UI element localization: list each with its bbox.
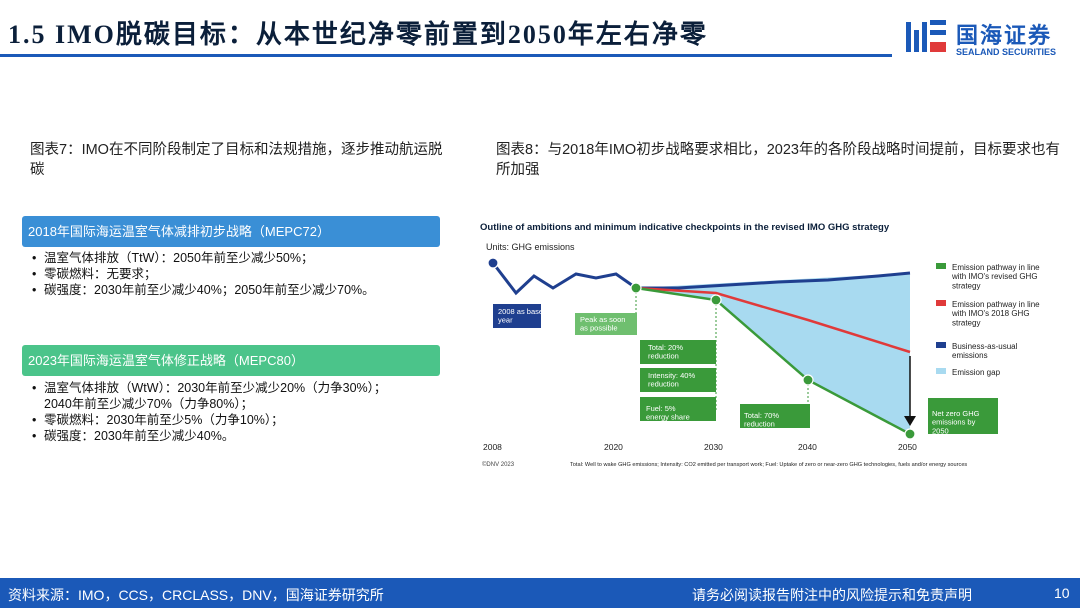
list-item: • 碳强度：2030年前至少减少40%；2050年前至少减少70%。 xyxy=(32,283,375,297)
figure-7-caption: 图表7：IMO在不同阶段制定了目标和法规措施，逐步推动航运脱碳 xyxy=(30,142,443,178)
chart-source: ©DNV 2023 xyxy=(482,461,515,468)
x-tick-2040: 2040 xyxy=(798,442,817,452)
logo-text-en: SEALAND SECURITIES xyxy=(956,47,1057,57)
list-item: • 温室气体排放（TtW）：2050年前至少减少50%； xyxy=(32,251,314,265)
figure-8-caption: 图表8：与2018年IMO初步战略要求相比，2023年的各阶段战略时间提前，目标… xyxy=(496,142,1060,178)
chart-units: Units: GHG emissions xyxy=(486,242,575,252)
legend-bau: Business-as-usual emissions xyxy=(952,342,1018,360)
x-tick-2050: 2050 xyxy=(898,442,917,452)
section-2018-list: • 温室气体排放（TtW）：2050年前至少减少50%； • 零碳燃料：无要求； •… xyxy=(26,250,375,298)
series-bau-line xyxy=(491,262,911,296)
legend-swatch-bau xyxy=(936,342,946,348)
point-2040 xyxy=(802,374,814,386)
section-2023-list: • 温室气体排放（WtW）：2030年前至少减少20%（力争30%）； 2040年前… xyxy=(26,380,386,444)
list-item: • 碳强度：2030年前至少减少40%。 xyxy=(32,429,235,443)
chart-legend: Emission pathway in line with IMO's revis… xyxy=(936,263,1040,377)
imo-strategy-chart: Outline of ambitions and minimum indicat… xyxy=(480,222,1040,468)
chart-footnote: Total: Well to wake GHG emissions; Inten… xyxy=(570,462,967,468)
logo-text-cn: 国海证券 xyxy=(956,23,1053,48)
annot-peak: Peak as soon as possible xyxy=(575,313,637,335)
legend-swatch-gap xyxy=(936,368,946,374)
annot-intensity: Intensity: 40% reduction xyxy=(640,368,716,392)
x-tick-2020: 2020 xyxy=(604,442,623,452)
list-item: • 零碳燃料：无要求； xyxy=(32,267,157,281)
series-2018-line xyxy=(635,286,911,354)
point-2030 xyxy=(710,294,722,306)
series-revised-line xyxy=(635,286,911,436)
svg-text:Total: 70%reduction: Total: 70% reduction xyxy=(744,411,779,429)
list-item: • 零碳燃料：2030年前至少5%（力争10%）； xyxy=(32,413,284,427)
annot-total-20: Total: 20% reduction xyxy=(640,340,716,364)
annot-fuel: Fuel: 5% energy share xyxy=(640,397,716,422)
page-title: 1.5 IMO脱碳目标：从本世纪净零前置到2050年左右净零 xyxy=(8,20,708,49)
title-divider xyxy=(0,54,892,57)
list-item: • 温室气体排放（WtW）：2030年前至少减少20%（力争30%）； 2040年前… xyxy=(32,381,387,411)
point-peak xyxy=(630,282,642,294)
svg-text:Fuel: 5%energy share: Fuel: 5% energy share xyxy=(646,404,690,422)
annot-total-70: Total: 70% reduction xyxy=(740,404,810,429)
legend-2018: Emission pathway in line with IMO's 2018 … xyxy=(951,300,1040,327)
net-zero-arrow-head xyxy=(904,416,916,426)
annot-net-zero: Net zero GHG emissions by 2050 xyxy=(928,398,998,435)
legend-swatch-revised xyxy=(936,263,946,269)
x-tick-2008: 2008 xyxy=(483,442,502,452)
annot-base-year: 2008 as base year xyxy=(493,304,543,328)
point-2008 xyxy=(487,257,499,269)
legend-gap: Emission gap xyxy=(952,368,1001,377)
section-2023-header: 2023年国际海运温室气体修正战略（MEPC80） xyxy=(22,345,440,376)
footer-source: 资料来源：IMO，CCS，CRCLASS，DNV，国海证券研究所 xyxy=(8,587,384,603)
sealand-logo-icon xyxy=(906,20,946,52)
chart-title: Outline of ambitions and minimum indicat… xyxy=(480,222,890,233)
point-2050 xyxy=(904,428,916,440)
emission-gap-area xyxy=(636,273,910,434)
section-2018-header: 2018年国际海运温室气体减排初步战略（MEPC72） xyxy=(22,216,440,247)
legend-revised: Emission pathway in line with IMO's revis… xyxy=(951,263,1040,290)
page-footer: 资料来源：IMO，CCS，CRCLASS，DNV，国海证券研究所 请务必阅读报告… xyxy=(0,578,1080,608)
svg-text:Intensity: 40%reduction: Intensity: 40% reduction xyxy=(648,371,695,389)
page-number: 10 xyxy=(1054,585,1070,601)
legend-swatch-2018 xyxy=(936,300,946,306)
svg-text:Total: 20%reduction: Total: 20% reduction xyxy=(648,343,683,361)
x-tick-2030: 2030 xyxy=(704,442,723,452)
brand-logo: 国海证券 SEALAND SECURITIES xyxy=(904,18,1074,62)
footer-disclaimer: 请务必阅读报告附注中的风险提示和免责声明 xyxy=(692,587,972,603)
